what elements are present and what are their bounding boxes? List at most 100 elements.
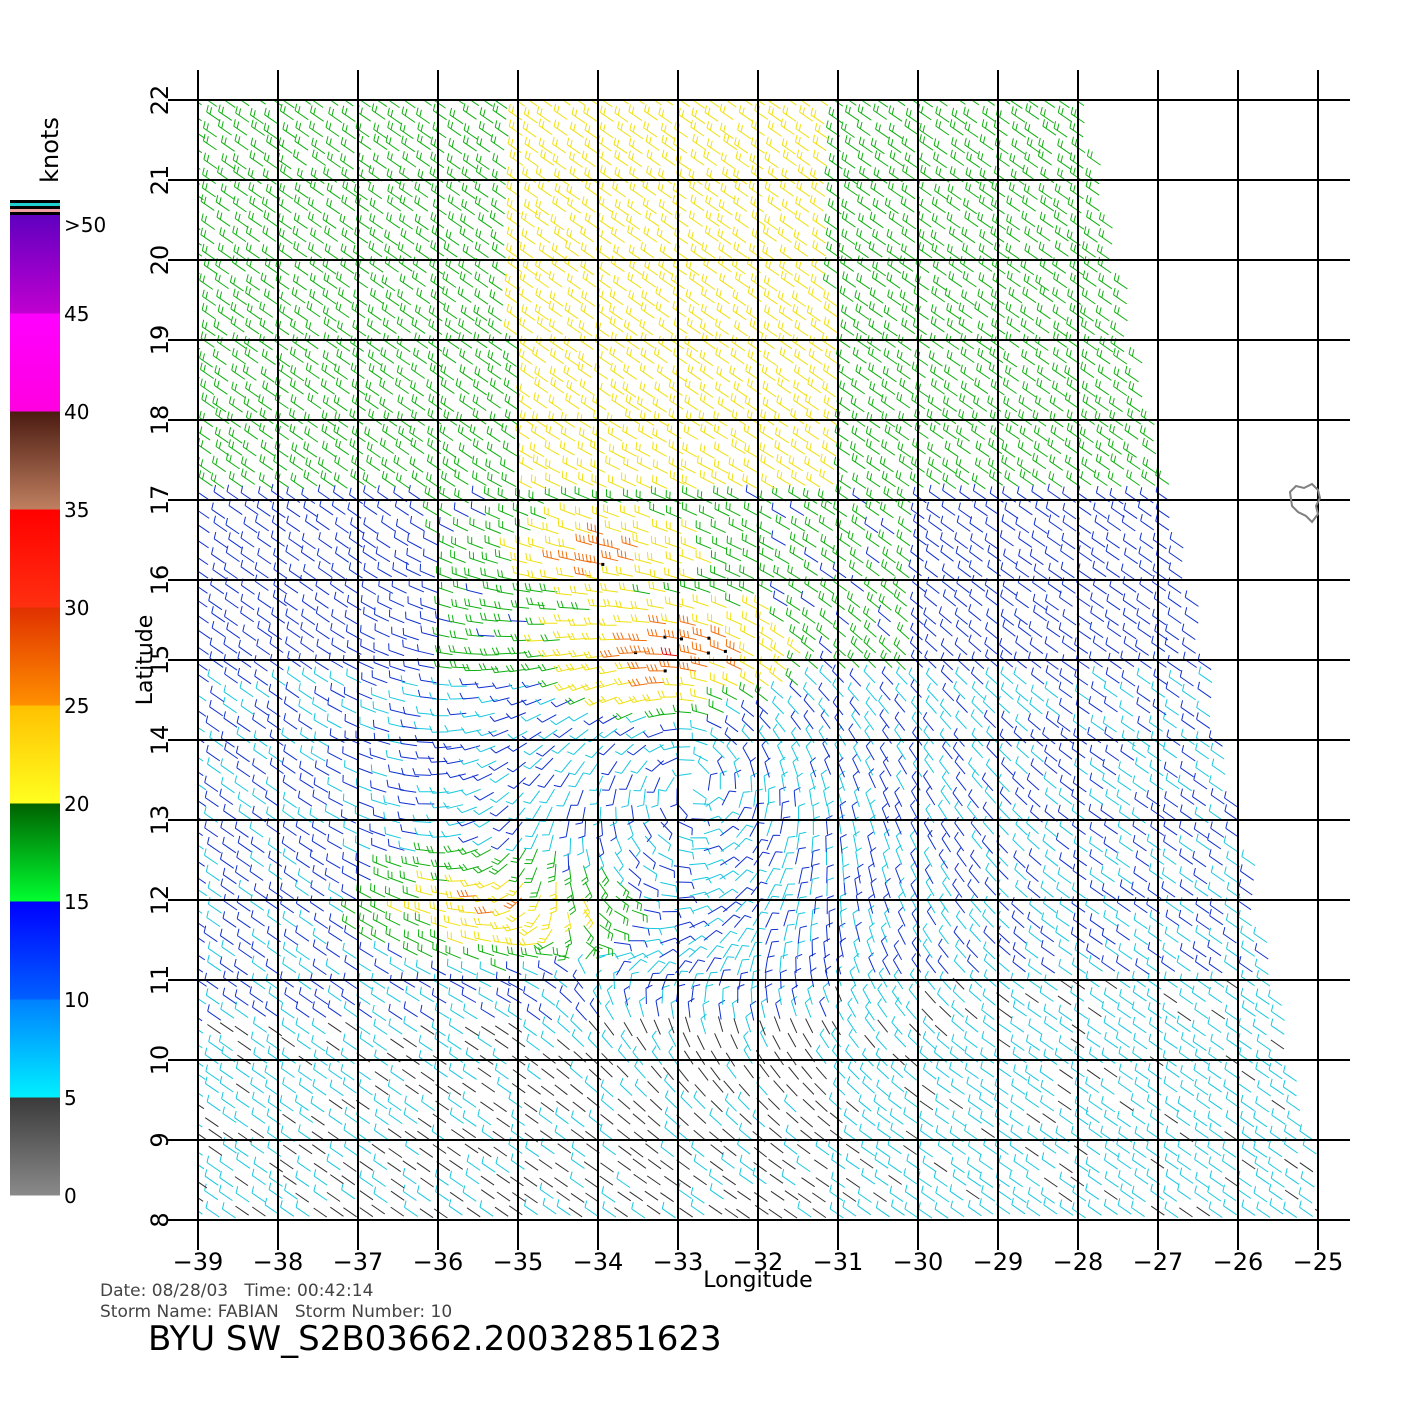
wind-barb — [280, 882, 294, 900]
wind-barb — [808, 335, 823, 352]
wind-barb — [721, 790, 737, 806]
wind-barb — [779, 756, 786, 777]
wind-barb — [1255, 1002, 1269, 1019]
wind-barb — [757, 624, 773, 641]
wind-barb — [951, 107, 966, 125]
wind-barb — [462, 1110, 477, 1127]
wind-barb — [622, 381, 637, 398]
wind-barb — [224, 742, 239, 760]
wind-barb — [647, 972, 660, 989]
wind-barb — [1038, 137, 1053, 155]
wind-barb — [387, 120, 402, 137]
wind-barb — [370, 287, 384, 305]
wind-barb — [985, 649, 999, 667]
wind-barb — [989, 409, 1004, 426]
wind-barb — [1194, 1152, 1209, 1169]
wind-barb — [228, 498, 243, 516]
wind-barb — [1177, 774, 1192, 792]
wind-barb — [773, 590, 788, 607]
wind-barb — [1161, 881, 1176, 898]
wind-barb — [335, 546, 349, 563]
wind-barb — [806, 471, 821, 488]
wind-barb — [971, 681, 985, 700]
wind-barb — [1094, 318, 1109, 336]
wind-barb — [240, 698, 255, 716]
wind-barb — [1117, 819, 1132, 836]
wind-barb — [175, 864, 188, 880]
wind-barb — [819, 664, 832, 684]
wind-barb — [418, 1050, 433, 1067]
wind-barb — [956, 515, 971, 532]
wind-barb — [1016, 740, 1030, 759]
wind-barb — [917, 103, 932, 121]
wind-barb — [535, 335, 550, 352]
wind-barb — [1103, 1198, 1118, 1216]
wind-barb — [322, 212, 337, 229]
wind-barb — [730, 1034, 738, 1050]
wind-barb — [1255, 1095, 1270, 1113]
wind-barb — [1210, 742, 1225, 760]
wind-barb — [1237, 1033, 1252, 1050]
wind-barb — [1120, 563, 1135, 580]
wind-barb — [934, 183, 949, 201]
wind-barb — [864, 1034, 876, 1048]
wind-barb — [475, 153, 490, 170]
wind-barb — [1163, 819, 1178, 836]
wind-barb — [671, 769, 692, 777]
wind-barb — [702, 1000, 710, 1021]
wind-barb — [797, 925, 808, 944]
wind-barb — [676, 848, 695, 860]
wind-barb — [374, 1049, 389, 1066]
wind-barb — [1091, 681, 1105, 698]
wind-barb — [1072, 713, 1087, 731]
wind-barb — [738, 105, 753, 122]
wind-barb — [634, 564, 652, 576]
wind-barb — [1069, 120, 1084, 138]
wind-barb — [1117, 1002, 1131, 1019]
wind-barb — [1060, 727, 1075, 745]
wind-barb — [1054, 225, 1069, 242]
wind-barb — [518, 926, 538, 936]
wind-barb — [1176, 925, 1191, 942]
wind-barb — [661, 974, 675, 990]
wind-barb — [988, 437, 1003, 455]
wind-barb — [644, 104, 658, 121]
wind-barb — [731, 334, 746, 352]
wind-barb — [558, 538, 576, 550]
wind-barb — [403, 1001, 418, 1018]
wind-barb — [457, 424, 472, 442]
wind-barb — [198, 922, 205, 928]
wind-barb — [263, 152, 278, 169]
wind-barb — [913, 513, 927, 531]
wind-barb — [847, 649, 860, 668]
wind-barb — [1015, 635, 1029, 653]
wind-barb — [180, 651, 193, 667]
wind-barb — [815, 1066, 827, 1080]
wind-barb — [1039, 985, 1054, 1002]
wind-barb — [523, 913, 541, 928]
wind-barb — [689, 862, 709, 870]
wind-barb — [342, 1161, 357, 1172]
wind-barb — [588, 534, 605, 547]
wind-barb — [235, 1091, 250, 1108]
wind-barb — [1147, 941, 1162, 959]
wind-barb — [228, 396, 243, 413]
wind-barb — [217, 165, 231, 182]
wind-barb — [690, 688, 708, 700]
wind-barb — [184, 379, 197, 395]
wind-barb — [340, 257, 355, 275]
wind-barb — [1058, 787, 1073, 805]
wind-barb — [789, 1018, 798, 1034]
wind-barb — [1053, 271, 1068, 289]
wind-barb — [703, 149, 718, 166]
wind-barb — [966, 800, 978, 820]
wind-barb — [200, 194, 215, 211]
wind-barb — [1088, 803, 1103, 821]
wind-barb — [432, 1113, 447, 1124]
wind-barb — [691, 984, 701, 1003]
wind-barb — [808, 286, 822, 303]
wind-barb — [577, 361, 592, 379]
wind-barb — [296, 167, 311, 185]
wind-barb — [827, 800, 834, 821]
wind-barb — [413, 721, 433, 730]
